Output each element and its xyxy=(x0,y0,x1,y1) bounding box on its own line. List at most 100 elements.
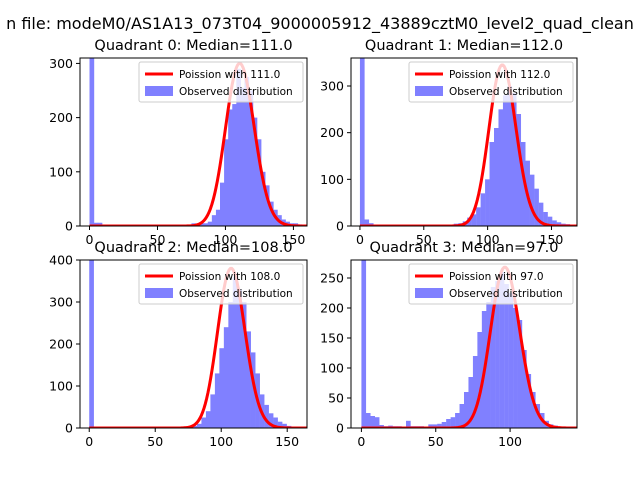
histogram-bar xyxy=(215,209,221,226)
histogram-bar xyxy=(264,185,270,226)
legend-poisson-label: Poission with 108.0 xyxy=(179,271,280,283)
histogram-bar xyxy=(450,417,456,428)
y-tick-label: 50 xyxy=(328,391,344,406)
histogram-bar xyxy=(517,320,523,428)
histogram-bar xyxy=(529,174,535,226)
x-tick-label: 0 xyxy=(86,232,94,247)
subplot-title: Quadrant 2: Median=108.0 xyxy=(94,240,292,256)
histogram-bar xyxy=(502,95,508,226)
histogram-bar xyxy=(552,220,557,226)
histogram-bar xyxy=(236,68,242,226)
histogram-bar xyxy=(432,424,438,428)
histogram-bar xyxy=(89,58,95,226)
histogram-bar xyxy=(214,373,220,428)
histogram-bar xyxy=(374,417,380,428)
legend-box xyxy=(408,61,574,103)
y-tick-label: 100 xyxy=(320,361,344,376)
legend-observed-swatch xyxy=(145,288,173,298)
histogram-bar xyxy=(277,421,283,428)
legend-observed-swatch xyxy=(145,86,173,96)
histogram-bar xyxy=(89,260,94,428)
histogram-bar xyxy=(211,215,217,226)
legend-observed-label: Observed distribution xyxy=(179,288,293,300)
histogram-bar xyxy=(232,104,237,226)
x-tick-label: 150 xyxy=(275,434,299,449)
histogram-bar xyxy=(468,377,474,428)
histogram-bar xyxy=(244,76,250,226)
x-tick-label: 0 xyxy=(356,232,364,247)
legend-poisson-label: Poission with 112.0 xyxy=(449,69,550,81)
x-tick-label: 100 xyxy=(214,232,238,247)
x-tick-label: 100 xyxy=(498,434,522,449)
histogram-bar xyxy=(252,117,258,226)
x-tick-label: 50 xyxy=(416,232,432,247)
legend-box xyxy=(408,263,574,305)
x-tick-label: 50 xyxy=(150,232,166,247)
x-tick-label: 0 xyxy=(85,434,93,449)
histogram-bar xyxy=(364,219,370,226)
subplot-grid: Quadrant 0: Median=111.0 0 50 100 150 0 100 200… xyxy=(49,38,578,449)
y-tick-label: 400 xyxy=(49,253,73,268)
observed-histogram xyxy=(89,58,303,226)
histogram-bar xyxy=(485,179,490,226)
histogram-bar xyxy=(256,139,262,226)
legend-poisson-label: Poission with 97.0 xyxy=(449,271,544,283)
histogram-bar xyxy=(538,202,544,226)
histogram-bar xyxy=(282,423,287,428)
histogram-bar xyxy=(511,93,517,226)
histogram-bar xyxy=(499,272,505,428)
legend-box xyxy=(138,61,304,103)
axes-frame xyxy=(350,259,578,429)
histogram-bar xyxy=(441,422,447,428)
x-tick-label: 0 xyxy=(357,434,365,449)
axes-frame xyxy=(79,57,308,227)
histogram-bar xyxy=(543,212,548,226)
histogram-bar xyxy=(480,193,486,226)
x-tick-label: 50 xyxy=(428,434,444,449)
histogram-bar xyxy=(237,289,243,428)
histogram-bar xyxy=(248,90,254,226)
subplot-title: Quadrant 1: Median=112.0 xyxy=(365,38,563,54)
x-tick-label: 50 xyxy=(147,434,163,449)
subplot-title: Quadrant 0: Median=111.0 xyxy=(94,38,292,54)
histogram-bar xyxy=(228,302,234,428)
y-tick-label: 200 xyxy=(320,301,344,316)
histogram-bar xyxy=(490,287,496,428)
histogram-bar xyxy=(504,284,509,428)
histogram-bar xyxy=(476,207,481,226)
histogram-bar xyxy=(192,425,198,428)
histogram-bar xyxy=(472,356,478,428)
histogram-bar xyxy=(361,260,367,428)
histogram-bar xyxy=(489,142,495,226)
histogram-bar xyxy=(530,392,536,428)
histogram-bar xyxy=(196,423,202,428)
histogram-bar xyxy=(467,217,472,226)
y-tick-label: 0 xyxy=(336,219,344,234)
subplot-title: Quadrant 3: Median=97.0 xyxy=(370,240,559,256)
histogram-bar xyxy=(93,222,99,226)
legend: Poission with 108.0 Observed distribution xyxy=(138,263,304,305)
histogram-bar xyxy=(494,128,499,226)
histogram-bar xyxy=(359,58,365,226)
poisson-curve xyxy=(359,63,577,226)
legend-observed-label: Observed distribution xyxy=(179,86,293,98)
poisson-curve xyxy=(361,265,577,428)
histogram-bar xyxy=(406,420,411,428)
y-tick-label: 300 xyxy=(49,56,73,71)
histogram-bar xyxy=(199,223,205,226)
histogram-bar xyxy=(508,293,514,428)
legend: Poission with 112.0 Observed distribution xyxy=(408,61,574,103)
subplot-quadrant-1: Quadrant 1: Median=112.0 0 50 100 150 0 100 200… xyxy=(320,38,578,247)
x-tick-label: 100 xyxy=(209,434,233,449)
y-tick-label: 0 xyxy=(336,421,344,436)
histogram-bar xyxy=(486,302,491,428)
subplot-quadrant-0: Quadrant 0: Median=111.0 0 50 100 150 0 100 200… xyxy=(49,38,308,247)
histogram-bar xyxy=(250,352,256,428)
y-tick-label: 150 xyxy=(320,331,344,346)
histogram-bar xyxy=(370,416,375,428)
histogram-bar xyxy=(547,216,553,226)
histogram-bar xyxy=(268,201,274,226)
histogram-bar xyxy=(516,114,522,226)
histogram-bar xyxy=(97,222,103,226)
